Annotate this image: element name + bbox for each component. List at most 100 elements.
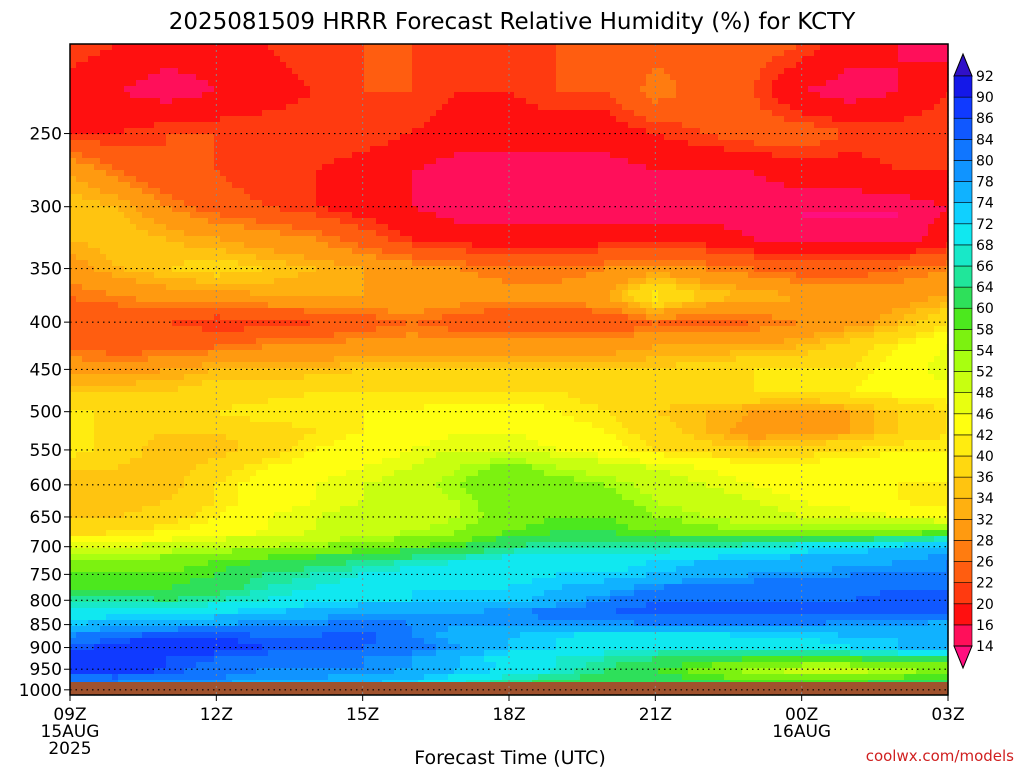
heatmap-cell <box>844 134 851 141</box>
heatmap-cell <box>118 218 125 225</box>
heatmap-cell <box>838 44 845 51</box>
heatmap-cell <box>304 140 311 147</box>
heatmap-cell <box>610 188 617 195</box>
heatmap-cell <box>112 212 119 219</box>
heatmap-cell <box>892 206 899 213</box>
heatmap-cell <box>718 230 725 237</box>
heatmap-cell <box>346 122 353 129</box>
heatmap-cell <box>208 44 215 51</box>
heatmap-cell <box>520 62 527 69</box>
heatmap-cell <box>352 194 359 201</box>
heatmap-cell <box>334 128 341 135</box>
heatmap-cell <box>586 188 593 195</box>
heatmap-cell <box>478 56 485 63</box>
heatmap-cell <box>484 92 491 99</box>
heatmap-cell <box>820 200 827 207</box>
heatmap-cell <box>640 92 647 99</box>
heatmap-cell <box>214 98 221 105</box>
heatmap-cell <box>652 236 659 243</box>
heatmap-cell <box>850 224 857 231</box>
heatmap-cell <box>412 224 419 231</box>
heatmap-cell <box>940 212 947 219</box>
heatmap-cell <box>838 98 845 105</box>
heatmap-cell <box>808 134 815 141</box>
heatmap-cell <box>322 116 329 123</box>
heatmap-cell <box>880 68 887 75</box>
heatmap-cell <box>190 122 197 129</box>
heatmap-cell <box>604 134 611 141</box>
heatmap-cell <box>778 146 785 153</box>
heatmap-cell <box>112 176 119 183</box>
heatmap-cell <box>310 92 317 99</box>
heatmap-cell <box>550 152 557 159</box>
heatmap-cell <box>382 224 389 231</box>
heatmap-cell <box>850 218 857 225</box>
heatmap-cell <box>76 134 83 141</box>
heatmap-cell <box>280 50 287 57</box>
heatmap-cell <box>400 176 407 183</box>
heatmap-cell <box>454 44 461 51</box>
heatmap-cell <box>424 224 431 231</box>
heatmap-cell <box>940 194 947 201</box>
heatmap-cell <box>874 170 881 177</box>
heatmap-cell <box>604 110 611 117</box>
heatmap-cell <box>352 242 359 249</box>
heatmap-cell <box>844 104 851 111</box>
heatmap-cell <box>598 212 605 219</box>
heatmap-cell <box>244 200 251 207</box>
heatmap-cell <box>424 110 431 117</box>
heatmap-cell <box>484 44 491 51</box>
heatmap-cell <box>502 44 509 51</box>
heatmap-cell <box>694 116 701 123</box>
heatmap-cell <box>892 128 899 135</box>
heatmap-cell <box>466 188 473 195</box>
heatmap-cell <box>832 62 839 69</box>
heatmap-cell <box>820 218 827 225</box>
heatmap-cell <box>436 128 443 135</box>
heatmap-cell <box>256 188 263 195</box>
heatmap-cell <box>928 236 935 243</box>
heatmap-cell <box>154 218 161 225</box>
heatmap-cell <box>268 206 275 213</box>
heatmap-cell <box>514 206 521 213</box>
heatmap-cell <box>424 200 431 207</box>
heatmap-cell <box>436 122 443 129</box>
heatmap-cell <box>376 164 383 171</box>
heatmap-cell <box>652 110 659 117</box>
heatmap-cell <box>220 224 227 231</box>
heatmap-cell <box>826 134 833 141</box>
heatmap-cell <box>694 92 701 99</box>
heatmap-cell <box>334 134 341 141</box>
heatmap-cell <box>874 44 881 51</box>
heatmap-cell <box>808 170 815 177</box>
heatmap-cell <box>412 134 419 141</box>
heatmap-cell <box>124 116 131 123</box>
heatmap-cell <box>868 230 875 237</box>
heatmap-cell <box>82 104 89 111</box>
heatmap-cell <box>124 110 131 117</box>
heatmap-cell <box>370 164 377 171</box>
heatmap-cell <box>706 110 713 117</box>
heatmap-cell <box>814 164 821 171</box>
heatmap-cell <box>862 116 869 123</box>
heatmap-cell <box>514 62 521 69</box>
heatmap-cell <box>376 74 383 81</box>
heatmap-cell <box>736 122 743 129</box>
heatmap-cell <box>214 44 221 51</box>
heatmap-cell <box>904 128 911 135</box>
heatmap-cell <box>712 224 719 231</box>
heatmap-cell <box>346 200 353 207</box>
heatmap-cell <box>160 62 167 69</box>
heatmap-cell <box>532 86 539 93</box>
heatmap-cell <box>838 164 845 171</box>
heatmap-cell <box>916 68 923 75</box>
heatmap-cell <box>652 104 659 111</box>
heatmap-cell <box>904 206 911 213</box>
heatmap-cell <box>172 236 179 243</box>
heatmap-cell <box>562 116 569 123</box>
heatmap-cell <box>790 44 797 51</box>
heatmap-cell <box>406 80 413 87</box>
heatmap-cell <box>454 176 461 183</box>
heatmap-cell <box>574 44 581 51</box>
heatmap-cell <box>712 158 719 165</box>
